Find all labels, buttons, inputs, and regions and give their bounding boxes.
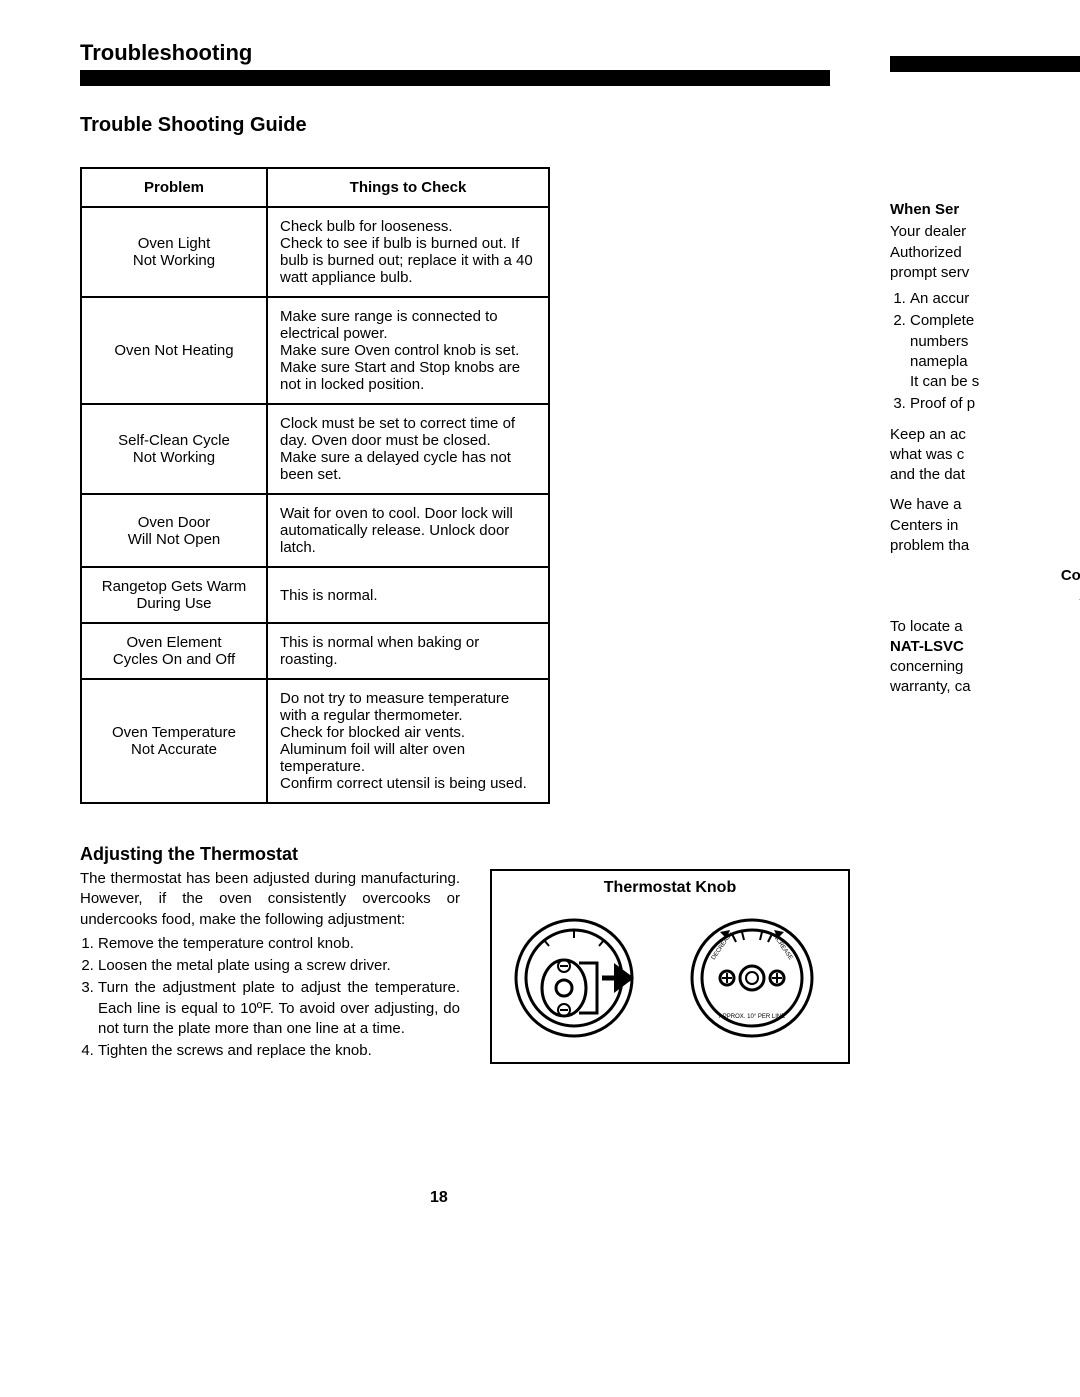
- table-row: Oven ElementCycles On and Off This is no…: [81, 623, 549, 679]
- thermostat-step: Loosen the metal plate using a screw dri…: [98, 956, 460, 976]
- problem-cell: Oven ElementCycles On and Off: [81, 623, 267, 679]
- table-row: Oven Not Heating Make sure range is conn…: [81, 297, 549, 404]
- right-paragraph: To locate a NAT-LSVC concerning warranty…: [890, 617, 1080, 698]
- knob-box-title: Thermostat Knob: [502, 879, 838, 897]
- knob-illustration-wrap: DECREASE INCREASE APPROX. 10° PER LINE: [502, 903, 838, 1053]
- problem-cell: Oven TemperatureNot Accurate: [81, 679, 267, 803]
- header-problem: Problem: [81, 168, 267, 207]
- thermostat-step: Turn the adjustment plate to adjust the …: [98, 978, 460, 1039]
- right-text-bold: NAT-LSVC: [890, 638, 964, 655]
- thermostat-step: Tighten the screws and replace the knob.: [98, 1041, 460, 1061]
- troubleshooting-table: Problem Things to Check Oven LightNot Wo…: [80, 167, 550, 804]
- right-list-item: An accur: [910, 289, 1080, 309]
- thermostat-step: Remove the temperature control knob.: [98, 934, 460, 954]
- table-row: Oven DoorWill Not Open Wait for oven to …: [81, 494, 549, 567]
- knob-side-icon: [509, 908, 659, 1048]
- problem-cell: Oven LightNot Working: [81, 207, 267, 297]
- right-center-text: Con: [890, 566, 1080, 586]
- manual-page: Troubleshooting Trouble Shooting Guide P…: [0, 0, 1080, 1397]
- check-cell: Make sure range is connected to electric…: [267, 297, 549, 404]
- check-cell: Do not try to measure temperature with a…: [267, 679, 549, 803]
- thermostat-intro: The thermostat has been adjusted during …: [80, 870, 460, 928]
- right-text: concerning: [890, 658, 963, 675]
- right-center-text: A: [890, 586, 1080, 606]
- problem-cell: Rangetop Gets WarmDuring Use: [81, 567, 267, 623]
- page-number: 18: [430, 1189, 448, 1207]
- right-paragraph: We have aCenters inproblem tha: [890, 495, 1080, 556]
- table-row: Rangetop Gets WarmDuring Use This is nor…: [81, 567, 549, 623]
- right-text: Authorized: [890, 243, 1080, 263]
- right-heading: When Ser: [890, 200, 1080, 220]
- check-cell: Clock must be set to correct time of day…: [267, 404, 549, 494]
- problem-cell: Self-Clean CycleNot Working: [81, 404, 267, 494]
- right-text: To locate a: [890, 618, 963, 635]
- right-list-item: CompletenumbersnameplaIt can be s: [910, 311, 1080, 392]
- table-header-row: Problem Things to Check: [81, 168, 549, 207]
- right-text: Your dealer: [890, 222, 1080, 242]
- thermostat-knob-box: Thermostat Knob: [490, 869, 850, 1064]
- check-cell: This is normal when baking or roasting.: [267, 623, 549, 679]
- problem-cell: Oven DoorWill Not Open: [81, 494, 267, 567]
- thermostat-block: The thermostat has been adjusted during …: [80, 869, 850, 1064]
- problem-cell: Oven Not Heating: [81, 297, 267, 404]
- section-divider-bar: [80, 70, 830, 86]
- check-cell: This is normal.: [267, 567, 549, 623]
- thermostat-heading: Adjusting the Thermostat: [80, 844, 1080, 865]
- table-row: Self-Clean CycleNot Working Clock must b…: [81, 404, 549, 494]
- right-cutoff-column: When Ser Your dealer Authorized prompt s…: [890, 40, 1080, 708]
- approx-label: APPROX. 10° PER LINE: [718, 1014, 784, 1020]
- right-list-item: Proof of p: [910, 394, 1080, 414]
- right-text: warranty, ca: [890, 678, 971, 695]
- right-list: An accur CompletenumbersnameplaIt can be…: [890, 289, 1080, 415]
- check-cell: Check bulb for looseness.Check to see if…: [267, 207, 549, 297]
- thermostat-steps: Remove the temperature control knob. Loo…: [80, 934, 460, 1062]
- table-row: Oven TemperatureNot Accurate Do not try …: [81, 679, 549, 803]
- header-check: Things to Check: [267, 168, 549, 207]
- thermostat-text: The thermostat has been adjusted during …: [80, 869, 460, 1064]
- check-cell: Wait for oven to cool. Door lock will au…: [267, 494, 549, 567]
- knob-back-icon: DECREASE INCREASE APPROX. 10° PER LINE: [672, 908, 832, 1048]
- right-text: prompt serv: [890, 263, 1080, 283]
- table-row: Oven LightNot Working Check bulb for loo…: [81, 207, 549, 297]
- right-paragraph: Keep an acwhat was cand the dat: [890, 425, 1080, 486]
